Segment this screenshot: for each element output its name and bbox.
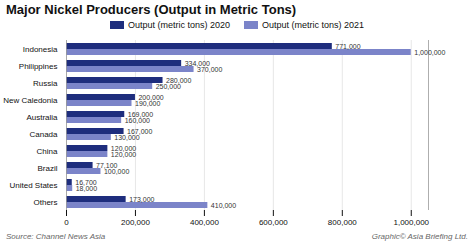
svg-text:Canada: Canada (29, 130, 58, 139)
svg-text:190,000: 190,000 (135, 100, 160, 107)
svg-text:600,000: 600,000 (259, 218, 288, 227)
svg-text:200,000: 200,000 (121, 218, 150, 227)
svg-text:Philippines: Philippines (19, 62, 58, 71)
svg-text:200,000: 200,000 (138, 93, 164, 101)
svg-text:New Caledonia: New Caledonia (3, 96, 58, 105)
html-text:Output (metric tons) 2021: Output (metric tons) 2021 (262, 20, 364, 30)
svg-text:18,000: 18,000 (76, 185, 98, 192)
svg-text:120,000: 120,000 (111, 151, 136, 158)
svg-text:Indonesia: Indonesia (23, 45, 58, 54)
svg-text:400,000: 400,000 (190, 218, 219, 227)
svg-text:0: 0 (64, 218, 69, 227)
html-text:Source: Channel News Asia: Source: Channel News Asia (6, 232, 106, 241)
svg-text:120,000: 120,000 (110, 144, 137, 152)
svg-text:Others: Others (33, 198, 57, 207)
svg-text:410,000: 410,000 (211, 202, 236, 209)
svg-text:Australia: Australia (26, 113, 58, 122)
svg-text:167,000: 167,000 (127, 127, 153, 135)
svg-text:160,000: 160,000 (125, 117, 150, 124)
svg-text:1,000,000: 1,000,000 (414, 49, 445, 56)
svg-text:China: China (37, 147, 58, 156)
svg-text:Russia: Russia (33, 79, 58, 88)
svg-text:United States: United States (9, 181, 57, 190)
svg-text:771,000: 771,000 (335, 43, 360, 50)
html-text:Major Nickel Producers (Output: Major Nickel Producers (Output in Metric… (6, 2, 297, 17)
svg-text:800,000: 800,000 (328, 218, 357, 227)
svg-text:77,100: 77,100 (96, 161, 118, 169)
svg-text:173,000: 173,000 (129, 196, 154, 203)
svg-text:370,000: 370,000 (197, 66, 222, 73)
html-text:Graphic© Asia Briefing Ltd.: Graphic© Asia Briefing Ltd. (371, 232, 468, 241)
svg-text:250,000: 250,000 (156, 83, 181, 90)
svg-text:1,000,000: 1,000,000 (393, 218, 429, 227)
svg-text:100,000: 100,000 (104, 168, 129, 175)
svg-text:334,000: 334,000 (184, 59, 210, 67)
svg-text:16,700: 16,700 (75, 178, 97, 186)
svg-text:130,000: 130,000 (114, 134, 139, 141)
svg-text:280,000: 280,000 (166, 76, 192, 84)
html-text:Output (metric tons) 2020: Output (metric tons) 2020 (128, 20, 230, 30)
svg-text:169,000: 169,000 (127, 110, 154, 118)
svg-text:Brazil: Brazil (37, 164, 57, 173)
